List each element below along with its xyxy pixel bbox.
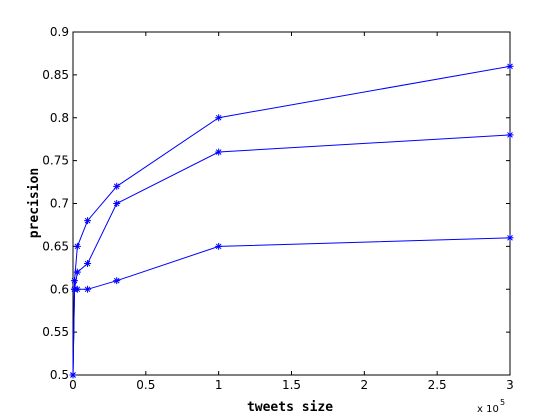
data-point (215, 148, 223, 156)
data-point (69, 371, 77, 379)
x-tick-label: 3 (506, 378, 514, 392)
y-tick-label: 0.9 (50, 25, 69, 39)
x-tick-label: 1.5 (282, 378, 301, 392)
axis-ticks: 0 0.5 1 1.5 2 2.5 30.50.550.60.650.70.750.80.8… (42, 25, 514, 392)
x-multiplier-exponent: 5 (500, 398, 505, 407)
x-axis-label: tweets size (247, 400, 333, 415)
x-multiplier-label: x 10 (477, 404, 499, 415)
x-tick-label: 1 (215, 378, 223, 392)
data-point (113, 182, 121, 190)
data-point (84, 217, 92, 225)
data-series (69, 62, 514, 379)
x-tick-label: 0 (69, 378, 77, 392)
y-tick-label: 0.65 (42, 239, 69, 253)
data-point (506, 131, 514, 139)
y-tick-label: 0.8 (50, 111, 69, 125)
y-tick-label: 0.5 (50, 368, 69, 382)
data-point (84, 285, 92, 293)
x-tick-label: 2.5 (428, 378, 447, 392)
y-tick-label: 0.75 (42, 154, 69, 168)
data-point (506, 234, 514, 242)
data-point (215, 242, 223, 250)
data-point (73, 242, 81, 250)
data-point (215, 114, 223, 122)
data-point (113, 277, 121, 285)
data-point (73, 285, 81, 293)
y-tick-label: 0.85 (42, 68, 69, 82)
y-tick-label: 0.55 (42, 325, 69, 339)
plot-area (72, 31, 511, 376)
data-point (506, 62, 514, 70)
data-point (73, 268, 81, 276)
data-point (84, 260, 92, 268)
y-tick-label: 0.6 (50, 282, 69, 296)
data-point (113, 200, 121, 207)
y-axis-label: precision (27, 168, 42, 238)
x-tick-label: 0.5 (136, 378, 155, 392)
x-tick-label: 2 (361, 378, 369, 392)
y-tick-label: 0.7 (50, 197, 69, 211)
